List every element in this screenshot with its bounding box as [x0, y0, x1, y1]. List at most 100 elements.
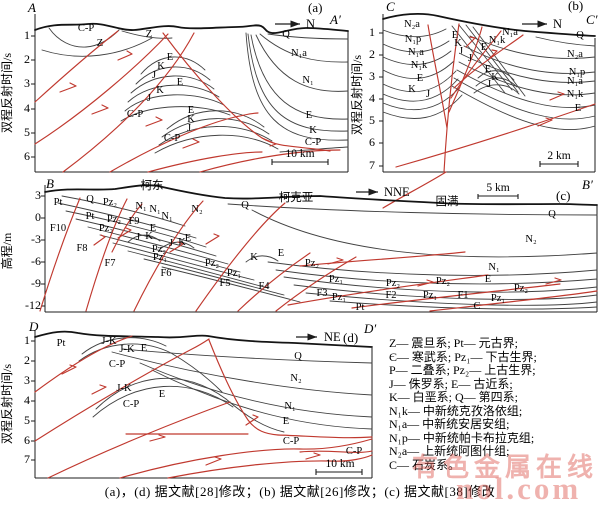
axis-label: 高程/m: [0, 232, 14, 269]
layer-line: [259, 33, 349, 63]
strat-label: Pz₂: [103, 197, 118, 208]
strat-label: E: [485, 274, 491, 285]
strat-label: N₁: [284, 401, 295, 412]
strat-label: N₂a: [567, 49, 583, 60]
fault-label: F3: [316, 288, 327, 299]
tick-label: 2: [369, 47, 375, 61]
fault-line-F1: [429, 290, 598, 312]
layer-line: [535, 36, 596, 47]
panel-c-tick-marks: [41, 195, 45, 307]
strat-label: J: [468, 53, 472, 64]
scale-label: 2 km: [547, 150, 570, 162]
layer-line: [120, 106, 231, 122]
layer-line: [382, 28, 447, 38]
axis-label: 双程反射时间/s: [0, 364, 14, 444]
layer-line: [382, 50, 452, 65]
fault-line-F7: [133, 200, 204, 312]
strat-label: Pz₁: [227, 268, 241, 279]
fault-line: [34, 33, 169, 145]
tick-label: 3: [24, 76, 30, 90]
legend-item: K— 白垩系; Q— 第四系;: [389, 390, 519, 404]
strat-label: Pz₂: [386, 278, 401, 289]
panel-c-surface-line: [44, 184, 598, 206]
legend-item: J— 侏罗系; E— 古近系;: [389, 376, 513, 391]
layer-line: [143, 258, 285, 296]
fault-line: [34, 335, 133, 393]
strat-label: Pz₂: [514, 283, 529, 294]
panel-b-layer-lines: [382, 24, 596, 131]
tick-label: 1: [24, 333, 30, 347]
strat-label: C-P: [109, 359, 126, 370]
layer-line: [78, 343, 172, 362]
legend-list: Z— 震旦系; Pt— 元古界; Є— 寒武系; Pz₁— 下古生界; P— 二叠系…: [389, 336, 537, 472]
strat-label: Pz₂: [436, 276, 451, 287]
tick-label: 7: [24, 452, 30, 466]
tick-label: 4: [24, 393, 30, 407]
layer-line: [250, 34, 349, 120]
layer-line: [451, 85, 596, 131]
tick-label: 3: [35, 188, 41, 202]
layer-line: [166, 110, 265, 130]
tick-label: 4: [369, 91, 375, 105]
strat-label: K: [156, 85, 164, 96]
layer-line: [460, 53, 596, 83]
strat-label: N₁a: [291, 48, 307, 59]
scale-bar: [477, 194, 519, 199]
layer-line: [267, 33, 349, 40]
layer-line: [245, 255, 279, 263]
thrust-arrow-marks: [61, 364, 321, 466]
fault-line: [199, 149, 341, 173]
strat-label: C-P: [346, 446, 363, 457]
fault-line-F10: [39, 197, 81, 312]
dir-label: N: [306, 17, 315, 31]
layer-line: [151, 369, 373, 430]
strat-label: N₁p: [405, 34, 422, 45]
strat-label: J-K: [101, 336, 117, 347]
scale-label: 10 km: [285, 148, 314, 160]
layer-line: [161, 118, 270, 138]
strat-label: Pz₁: [153, 252, 167, 263]
strat-label: J: [426, 89, 430, 100]
strat-label: K: [250, 252, 258, 263]
legend-item: N₁p— 中新统帕卡布拉克组;: [389, 430, 535, 445]
strat-label: Pt: [86, 211, 95, 222]
strat-label: Pz₁: [423, 290, 437, 301]
fault-line-F2: [351, 283, 561, 309]
strat-label: N₁k: [489, 35, 506, 46]
corner-label: D: [28, 319, 39, 334]
layer-line: [121, 348, 373, 364]
layer-line: [293, 284, 598, 300]
layer-line: [283, 276, 598, 293]
fault-line: [450, 30, 502, 99]
strat-label: N₁: [488, 262, 499, 273]
panel-a-layer-lines: [41, 27, 349, 154]
panel-b-surface-line: [382, 12, 596, 37]
panel-a-fault-lines: [34, 30, 341, 173]
strat-label: J: [487, 79, 491, 90]
strat-label: C-P: [78, 23, 95, 34]
strat-label: Pz₁: [329, 274, 343, 285]
layer-line: [170, 352, 223, 393]
strat-label: N₁: [149, 204, 160, 215]
strat-label: Q: [86, 194, 94, 205]
layer-line: [127, 84, 220, 103]
legend-item: Є— 寒武系; Pz₁— 下古生界;: [389, 349, 537, 364]
layer-line: [41, 37, 153, 57]
strat-label: E: [150, 223, 156, 234]
strat-label: Q: [282, 29, 290, 40]
scale-label: 10 km: [325, 458, 354, 470]
layer-line: [247, 33, 349, 132]
tick-label: 1: [369, 25, 375, 39]
strat-label: E: [417, 73, 423, 84]
layer-line: [227, 203, 598, 216]
legend-item: C— 石炭系。: [389, 457, 461, 472]
strat-label: N₁k: [567, 89, 584, 100]
tick-label: 6: [24, 433, 30, 447]
fault-line-F9: [111, 203, 143, 253]
layer-line: [161, 266, 301, 303]
strat-label: E: [167, 52, 173, 63]
panel-d-fault-lines: [34, 335, 373, 479]
panel-a-surface-line: [34, 22, 349, 34]
corner-label: D′: [363, 321, 376, 336]
fault-line: [162, 32, 331, 152]
